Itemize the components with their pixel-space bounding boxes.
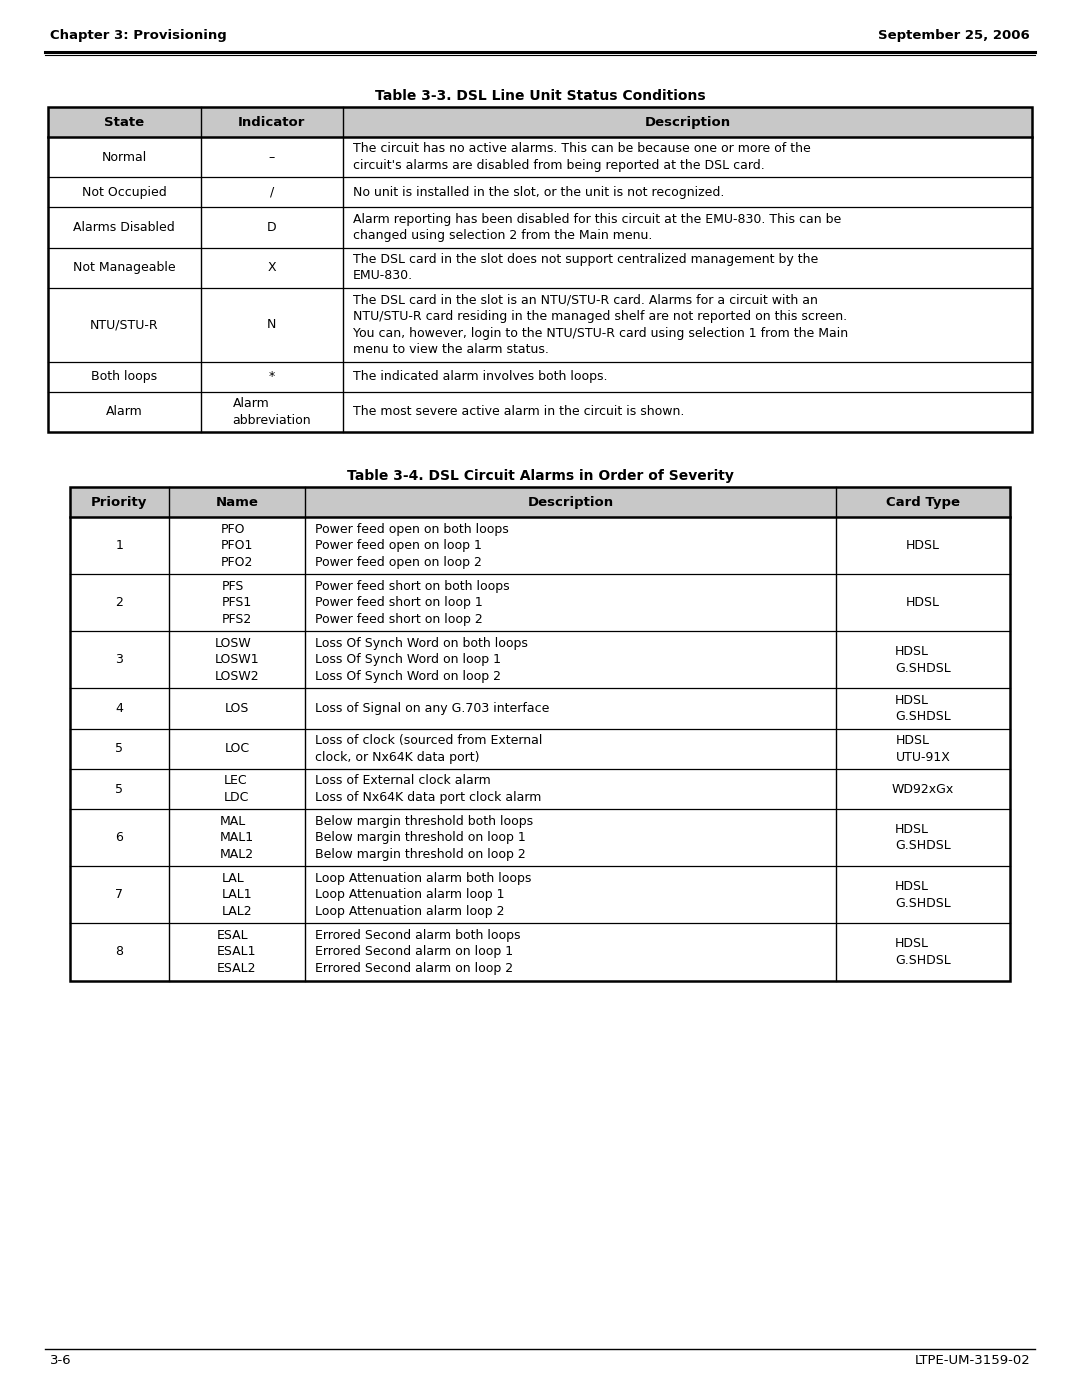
- Text: Loss Of Synch Word on both loops
Loss Of Synch Word on loop 1
Loss Of Synch Word: Loss Of Synch Word on both loops Loss Of…: [315, 637, 528, 683]
- Text: No unit is installed in the slot, or the unit is not recognized.: No unit is installed in the slot, or the…: [353, 186, 725, 198]
- Text: Power feed open on both loops
Power feed open on loop 1
Power feed open on loop : Power feed open on both loops Power feed…: [315, 522, 509, 569]
- Text: Loop Attenuation alarm both loops
Loop Attenuation alarm loop 1
Loop Attenuation: Loop Attenuation alarm both loops Loop A…: [315, 872, 531, 918]
- Text: Power feed short on both loops
Power feed short on loop 1
Power feed short on lo: Power feed short on both loops Power fee…: [315, 580, 510, 626]
- Bar: [48, 108, 1032, 432]
- Text: D: D: [267, 221, 276, 233]
- Text: Both loops: Both loops: [91, 370, 158, 383]
- Text: Table 3-4. DSL Circuit Alarms in Order of Severity: Table 3-4. DSL Circuit Alarms in Order o…: [347, 469, 733, 483]
- Text: LOC: LOC: [225, 742, 249, 756]
- Text: Description: Description: [527, 496, 613, 509]
- Text: The indicated alarm involves both loops.: The indicated alarm involves both loops.: [353, 370, 608, 383]
- Text: /: /: [270, 186, 274, 198]
- Text: Name: Name: [215, 496, 258, 509]
- Text: LAL
LAL1
LAL2: LAL LAL1 LAL2: [221, 872, 252, 918]
- Text: September 25, 2006: September 25, 2006: [878, 29, 1030, 42]
- Text: 4: 4: [116, 703, 123, 715]
- Text: 3-6: 3-6: [50, 1354, 71, 1368]
- Text: Errored Second alarm both loops
Errored Second alarm on loop 1
Errored Second al: Errored Second alarm both loops Errored …: [315, 929, 521, 975]
- Text: HDSL
G.SHDSL: HDSL G.SHDSL: [895, 823, 950, 852]
- Text: The most severe active alarm in the circuit is shown.: The most severe active alarm in the circ…: [353, 405, 685, 418]
- Text: The DSL card in the slot is an NTU/STU-R card. Alarms for a circuit with an
NTU/: The DSL card in the slot is an NTU/STU-R…: [353, 293, 848, 356]
- Text: HDSL: HDSL: [906, 539, 940, 552]
- Text: HDSL
G.SHDSL: HDSL G.SHDSL: [895, 645, 950, 675]
- Text: HDSL: HDSL: [906, 597, 940, 609]
- Text: Below margin threshold both loops
Below margin threshold on loop 1
Below margin : Below margin threshold both loops Below …: [315, 814, 534, 861]
- Text: Alarm reporting has been disabled for this circuit at the EMU-830. This can be
c: Alarm reporting has been disabled for th…: [353, 212, 841, 242]
- Text: Normal: Normal: [102, 151, 147, 163]
- Text: N: N: [267, 319, 276, 331]
- Text: Priority: Priority: [91, 496, 148, 509]
- Text: 5: 5: [116, 742, 123, 756]
- Text: HDSL
UTU-91X: HDSL UTU-91X: [895, 733, 950, 764]
- Text: NTU/STU-R: NTU/STU-R: [90, 319, 159, 331]
- Text: 6: 6: [116, 831, 123, 844]
- Text: LOS: LOS: [225, 703, 249, 715]
- Text: Card Type: Card Type: [886, 496, 960, 509]
- Text: 2: 2: [116, 597, 123, 609]
- Text: Loss of clock (sourced from External
clock, or Nx64K data port): Loss of clock (sourced from External clo…: [315, 733, 542, 764]
- Text: State: State: [104, 116, 145, 129]
- Text: 8: 8: [116, 946, 123, 958]
- Text: Description: Description: [645, 116, 731, 129]
- Text: WD92xGx: WD92xGx: [892, 782, 954, 795]
- Text: 1: 1: [116, 539, 123, 552]
- Text: The DSL card in the slot does not support centralized management by the
EMU-830.: The DSL card in the slot does not suppor…: [353, 253, 819, 282]
- Text: –: –: [269, 151, 275, 163]
- Bar: [48, 108, 1032, 137]
- Text: Indicator: Indicator: [239, 116, 306, 129]
- Text: Loss of Signal on any G.703 interface: Loss of Signal on any G.703 interface: [315, 703, 550, 715]
- Text: Loss of External clock alarm
Loss of Nx64K data port clock alarm: Loss of External clock alarm Loss of Nx6…: [315, 774, 541, 803]
- Text: Not Occupied: Not Occupied: [82, 186, 166, 198]
- Text: X: X: [268, 261, 276, 274]
- Text: LEC
LDC: LEC LDC: [225, 774, 249, 803]
- Text: 5: 5: [116, 782, 123, 795]
- Text: HDSL
G.SHDSL: HDSL G.SHDSL: [895, 694, 950, 724]
- Text: MAL
MAL1
MAL2: MAL MAL1 MAL2: [220, 814, 254, 861]
- Text: PFO
PFO1
PFO2: PFO PFO1 PFO2: [220, 522, 253, 569]
- Text: Alarm: Alarm: [106, 405, 143, 418]
- Text: LTPE-UM-3159-02: LTPE-UM-3159-02: [915, 1354, 1030, 1368]
- Text: HDSL
G.SHDSL: HDSL G.SHDSL: [895, 880, 950, 909]
- Text: Alarm
abbreviation: Alarm abbreviation: [232, 397, 311, 426]
- Text: ESAL
ESAL1
ESAL2: ESAL ESAL1 ESAL2: [217, 929, 257, 975]
- Text: Alarms Disabled: Alarms Disabled: [73, 221, 175, 233]
- Text: HDSL
G.SHDSL: HDSL G.SHDSL: [895, 937, 950, 967]
- Text: LOSW
LOSW1
LOSW2: LOSW LOSW1 LOSW2: [215, 637, 259, 683]
- Bar: [70, 488, 1010, 981]
- Text: The circuit has no active alarms. This can be because one or more of the
circuit: The circuit has no active alarms. This c…: [353, 142, 811, 172]
- Text: *: *: [269, 370, 275, 383]
- Text: 3: 3: [116, 654, 123, 666]
- Text: Not Manageable: Not Manageable: [73, 261, 176, 274]
- Text: 7: 7: [116, 888, 123, 901]
- Text: PFS
PFS1
PFS2: PFS PFS1 PFS2: [221, 580, 252, 626]
- Text: Table 3-3. DSL Line Unit Status Conditions: Table 3-3. DSL Line Unit Status Conditio…: [375, 89, 705, 103]
- Text: Chapter 3: Provisioning: Chapter 3: Provisioning: [50, 29, 227, 42]
- Bar: [70, 488, 1010, 517]
